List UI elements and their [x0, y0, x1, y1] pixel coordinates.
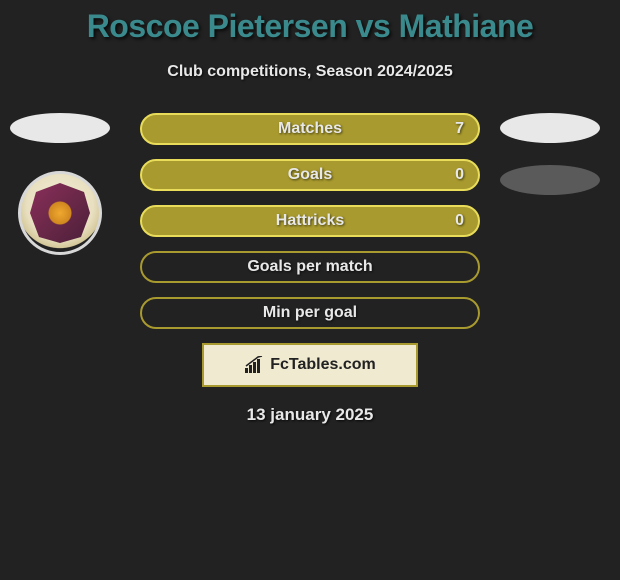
player2-marker-ellipse-secondary [500, 165, 600, 195]
stat-label: Goals [288, 166, 332, 184]
brand-box: FcTables.com [202, 343, 418, 387]
stat-row-goals: Goals 0 [140, 159, 480, 191]
stat-row-matches: Matches 7 [140, 113, 480, 145]
page-title: Roscoe Pietersen vs Mathiane [0, 0, 620, 45]
bar-chart-icon [244, 356, 266, 374]
stat-label: Hattricks [276, 212, 344, 230]
date-label: 13 january 2025 [0, 405, 620, 425]
page-subtitle: Club competitions, Season 2024/2025 [0, 63, 620, 81]
stat-value: 0 [455, 166, 464, 184]
stat-rows: Matches 7 Goals 0 Hattricks 0 Goals per … [140, 113, 480, 329]
stat-value: 0 [455, 212, 464, 230]
comparison-content: Matches 7 Goals 0 Hattricks 0 Goals per … [0, 113, 620, 425]
player1-marker-ellipse [10, 113, 110, 143]
club-badge [18, 171, 102, 255]
stat-row-goals-per-match: Goals per match [140, 251, 480, 283]
stat-label: Min per goal [263, 304, 357, 322]
club-badge-shield-icon [30, 183, 90, 243]
player2-marker-ellipse [500, 113, 600, 143]
stat-label: Goals per match [247, 258, 372, 276]
stat-value: 7 [455, 120, 464, 138]
brand-text: FcTables.com [270, 356, 376, 374]
stat-label: Matches [278, 120, 342, 138]
stat-row-min-per-goal: Min per goal [140, 297, 480, 329]
stat-row-hattricks: Hattricks 0 [140, 205, 480, 237]
